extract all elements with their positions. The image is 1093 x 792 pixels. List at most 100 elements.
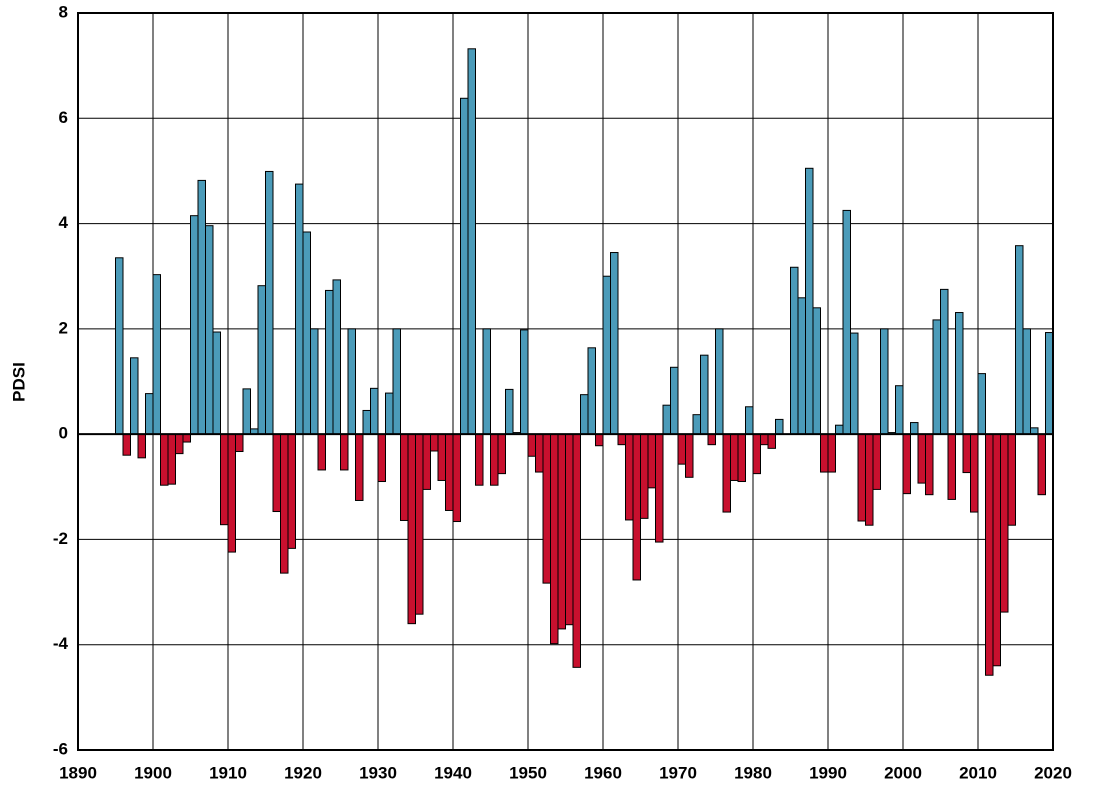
bar (610, 252, 619, 435)
bar (557, 433, 566, 630)
bar (505, 388, 514, 435)
plot-frame (77, 12, 1054, 751)
x-tick-label: 1960 (584, 763, 622, 782)
x-tick-label: 1890 (59, 763, 97, 782)
x-tick-label: 2020 (1034, 763, 1072, 782)
bar (325, 289, 334, 435)
bar (940, 288, 949, 435)
bar (850, 332, 859, 435)
bar (655, 433, 664, 543)
bar (152, 274, 161, 435)
bar (677, 433, 686, 465)
bar (707, 433, 716, 446)
bar (797, 297, 806, 435)
bar (587, 347, 596, 435)
bar (137, 433, 146, 459)
bar (632, 433, 641, 581)
bar (317, 433, 326, 471)
bar (595, 433, 604, 447)
bar (482, 328, 491, 435)
bar (745, 406, 754, 435)
bar (302, 231, 311, 435)
bar (347, 328, 356, 435)
y-tick-label: 8 (59, 2, 68, 21)
x-tick-label: 1990 (809, 763, 847, 782)
bar (220, 433, 229, 526)
bar (167, 433, 176, 485)
bar (1045, 332, 1054, 435)
bar (992, 433, 1001, 667)
bar (272, 433, 281, 513)
bar (190, 215, 199, 435)
bar (265, 170, 274, 435)
bar (917, 433, 926, 484)
bar (377, 433, 386, 483)
bar (520, 329, 529, 435)
bar (460, 97, 469, 435)
bar (385, 392, 394, 435)
bar (617, 433, 626, 446)
bar (415, 433, 424, 615)
bar (985, 433, 994, 676)
bar (805, 167, 814, 435)
bar (1022, 328, 1031, 435)
bar (752, 433, 761, 475)
bar (962, 433, 971, 474)
x-tick-label: 1920 (284, 763, 322, 782)
x-tick-label: 2010 (959, 763, 997, 782)
bar (475, 433, 484, 486)
bar (130, 357, 139, 435)
bar (565, 433, 574, 626)
bar (355, 433, 364, 501)
bar (197, 179, 206, 435)
x-tick-label: 1900 (134, 763, 172, 782)
bar (527, 433, 536, 457)
bar (542, 433, 551, 584)
bar (467, 48, 476, 435)
y-tick-label: 4 (59, 213, 69, 232)
bar (827, 433, 836, 473)
x-tick-label: 1970 (659, 763, 697, 782)
bar (715, 328, 724, 435)
bar (662, 404, 671, 435)
bar (115, 257, 124, 435)
x-tick-label: 1910 (209, 763, 247, 782)
bar (280, 433, 289, 574)
bar (812, 307, 821, 435)
bar (445, 433, 454, 511)
bar (1015, 245, 1024, 435)
y-tick-label: 6 (59, 108, 68, 127)
bar (842, 209, 851, 435)
bar (820, 433, 829, 473)
bar (182, 433, 191, 443)
bar (332, 279, 341, 435)
bar (340, 433, 349, 471)
bar (145, 393, 154, 435)
bar (295, 183, 304, 435)
bar (400, 433, 409, 521)
bar (970, 433, 979, 513)
bar (437, 433, 446, 481)
x-tick-label: 1980 (734, 763, 772, 782)
bar (175, 433, 184, 455)
bar (227, 433, 236, 553)
bar (212, 331, 221, 435)
bar (647, 433, 656, 489)
bar (932, 319, 941, 435)
bar (670, 366, 679, 435)
bar (722, 433, 731, 513)
bar (767, 433, 776, 449)
bar (572, 433, 581, 668)
bar (1000, 433, 1009, 613)
bar (452, 433, 461, 523)
bar (1007, 433, 1016, 526)
bar (602, 275, 611, 435)
bar (550, 433, 559, 645)
bar (160, 433, 169, 486)
bar (407, 433, 416, 625)
bar (430, 433, 439, 452)
bar (955, 312, 964, 435)
bar (257, 285, 266, 435)
bar (370, 387, 379, 435)
